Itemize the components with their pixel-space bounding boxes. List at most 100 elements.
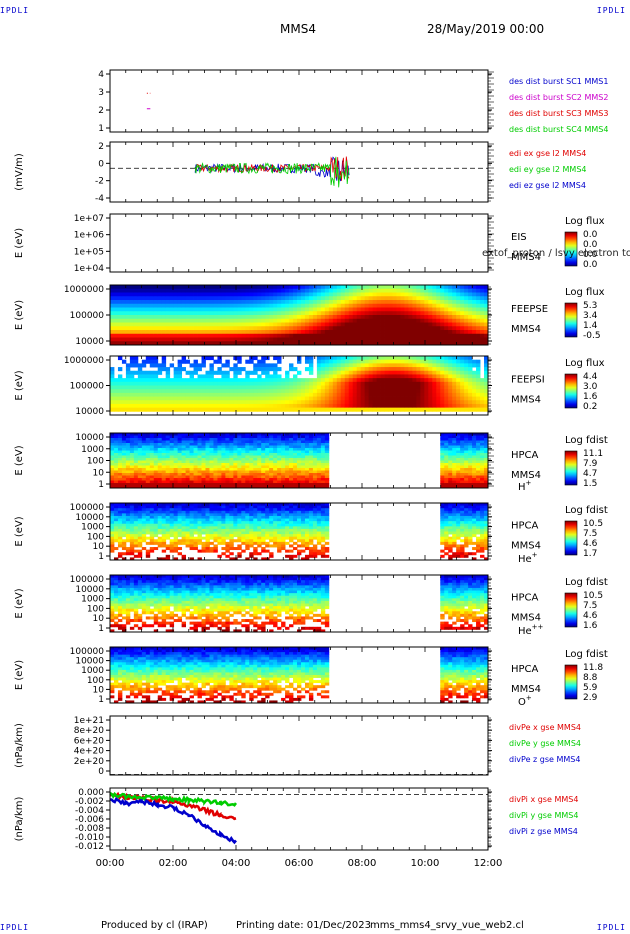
y-tick-label-eis-1: 1e+06: [74, 231, 105, 241]
y-tick-label-hpca_h-4: 1: [98, 480, 104, 490]
legend-entry-divpe-1: divPe y gse MMS4: [509, 739, 581, 748]
y-tick-label-divpi-4: -0.008: [75, 824, 104, 834]
y-tick-label-edi-0: 2: [98, 142, 104, 152]
legend-entry-edi-0: edi ex gse l2 MMS4: [509, 149, 586, 158]
y-tick-label-divpe-2: 6e+20: [74, 736, 105, 746]
colorbar-title-hpca_he: Log fdist: [565, 505, 608, 516]
y-axis-label-eis: E (eV): [14, 228, 25, 258]
instrument-label-eis: EIS: [511, 232, 527, 243]
colorbar-tick-label-hpca_h-2: 4.7: [583, 469, 597, 479]
panel-frame-eis: [109, 213, 489, 273]
header-date: 28/May/2019 00:00: [427, 22, 545, 36]
colorbar-tick-label-feepse-2: 1.4: [583, 321, 598, 331]
y-tick-label-divpe-4: 2e+20: [74, 757, 105, 767]
y-tick-label-hpca_he-2: 1000: [81, 523, 104, 533]
y-tick-label-hpca_he-3: 100: [87, 532, 104, 542]
legend-entry-burst-2: des dist burst SC3 MMS3: [509, 109, 608, 118]
colorbar-title-hpca_o: Log fdist: [565, 649, 608, 660]
colorbar-feepsi: [564, 373, 578, 409]
panel-frame-divpe: [109, 715, 489, 776]
y-tick-label-burst-3: 1: [98, 124, 104, 134]
species-label-hpca_h: H+: [518, 479, 532, 493]
y-axis-label-feepsi: E (eV): [14, 370, 25, 400]
colorbar-title-hpca_hepp: Log fdist: [565, 577, 608, 588]
y-tick-label-hpca_h-2: 100: [87, 457, 104, 467]
legend-entry-divpi-2: divPi z gse MMS4: [509, 827, 578, 836]
y-tick-label-hpca_o-3: 100: [87, 676, 104, 686]
y-tick-label-edi-3: -4: [95, 194, 104, 204]
y-tick-label-divpi-1: -0.002: [75, 797, 104, 807]
colorbar-tick-label-hpca_he-2: 4.6: [583, 539, 598, 549]
species-label-hpca_hepp: He++: [518, 623, 544, 637]
header-mission: MMS4: [280, 22, 316, 36]
spacecraft-label-feepse: MMS4: [511, 324, 541, 335]
y-tick-label-hpca_h-0: 10000: [75, 433, 104, 443]
y-axis-label-edi: (mV/m): [14, 153, 25, 191]
colorbar-tick-label-feepsi-3: 0.2: [583, 402, 597, 412]
legend-entry-burst-3: des dist burst SC4 MMS4: [509, 125, 608, 134]
y-tick-label-hpca_he-0: 100000: [70, 503, 105, 513]
spacecraft-label-hpca_hepp: MMS4: [511, 613, 541, 624]
y-tick-label-eis-0: 1e+07: [74, 214, 104, 224]
y-tick-label-hpca_hepp-1: 10000: [75, 585, 104, 595]
y-tick-label-eis-2: 1e+05: [74, 247, 104, 257]
spectrogram-hpca_h: [110, 433, 489, 489]
colorbar-eis: [564, 231, 578, 267]
divpi-series-2: [109, 796, 237, 845]
legend-entry-divpe-0: divPe x gse MMS4: [509, 723, 581, 732]
colorbar-tick-label-hpca_h-3: 1.5: [583, 479, 597, 489]
y-tick-label-hpca_o-4: 10: [93, 685, 105, 695]
y-tick-label-divpe-3: 4e+20: [74, 747, 105, 757]
y-axis-label-hpca_o: E (eV): [14, 660, 25, 690]
colorbar-feepse: [564, 302, 578, 338]
panel-frame-burst: [109, 69, 489, 133]
y-tick-label-feepse-0: 1000000: [64, 285, 104, 295]
y-axis-label-divpi: (nPa/km): [14, 797, 25, 842]
y-axis-label-hpca_h: E (eV): [14, 445, 25, 475]
colorbar-tick-label-hpca_hepp-1: 7.5: [583, 601, 597, 611]
footer-file: mms_mms4_srvy_vue_web2.cl: [370, 920, 524, 931]
colorbar-tick-label-hpca_he-0: 10.5: [583, 519, 603, 529]
y-tick-label-hpca_he-4: 10: [93, 542, 105, 552]
overlay-text-eis: extof_proton / lsvy electron to: [482, 248, 630, 259]
species-label-hpca_he: He+: [518, 551, 538, 565]
colorbar-tick-label-feepsi-2: 1.6: [583, 392, 598, 402]
y-tick-label-hpca_h-1: 1000: [81, 445, 104, 455]
y-tick-label-divpi-6: -0.012: [75, 842, 104, 852]
colorbar-tick-label-hpca_he-3: 1.7: [583, 549, 597, 559]
colorbar-tick-label-eis-2: 0.0: [583, 250, 598, 260]
y-tick-label-feepse-2: 10000: [75, 337, 104, 347]
y-tick-label-divpi-3: -0.006: [75, 815, 104, 825]
colorbar-tick-label-hpca_h-1: 7.9: [583, 459, 598, 469]
colorbar-tick-label-eis-0: 0.0: [583, 230, 598, 240]
y-tick-label-burst-2: 2: [98, 106, 104, 116]
x-tick-label-0: 00:00: [96, 858, 125, 869]
spectrogram-hpca_o: [110, 647, 489, 704]
spacecraft-label-eis: MMS4: [511, 252, 541, 263]
y-tick-label-edi-1: 0: [98, 159, 104, 169]
y-tick-label-hpca_hepp-2: 1000: [81, 595, 104, 605]
instrument-label-feepse: FEEPSE: [511, 304, 548, 315]
legend-entry-edi-2: edi ez gse l2 MMS4: [509, 181, 586, 190]
colorbar-tick-label-feepse-0: 5.3: [583, 301, 597, 311]
y-tick-label-burst-0: 4: [98, 70, 104, 80]
x-tick-label-4: 08:00: [348, 858, 377, 869]
corner-label-bottom-left: IPDLI: [0, 923, 30, 932]
legend-entry-edi-1: edi ey gse l2 MMS4: [509, 165, 587, 174]
colorbar-hpca_he: [564, 520, 578, 556]
colorbar-hpca_hepp: [564, 592, 578, 628]
y-tick-label-feepsi-2: 10000: [75, 407, 104, 417]
panel-frame-edi: [109, 141, 489, 203]
y-tick-label-feepse-1: 100000: [70, 311, 105, 321]
colorbar-tick-label-hpca_hepp-0: 10.5: [583, 591, 603, 601]
legend-entry-divpi-1: divPi y gse MMS4: [509, 811, 578, 820]
legend-entry-divpi-0: divPi x gse MMS4: [509, 795, 578, 804]
divpi-series-1: [109, 791, 238, 807]
species-label-hpca_o: O+: [518, 694, 532, 708]
y-tick-label-edi-2: -2: [95, 177, 104, 187]
x-tick-label-3: 06:00: [285, 858, 314, 869]
y-tick-label-burst-1: 3: [98, 88, 104, 98]
colorbar-tick-label-eis-1: 0.0: [583, 240, 598, 250]
legend-entry-burst-1: des dist burst SC2 MMS2: [509, 93, 608, 102]
